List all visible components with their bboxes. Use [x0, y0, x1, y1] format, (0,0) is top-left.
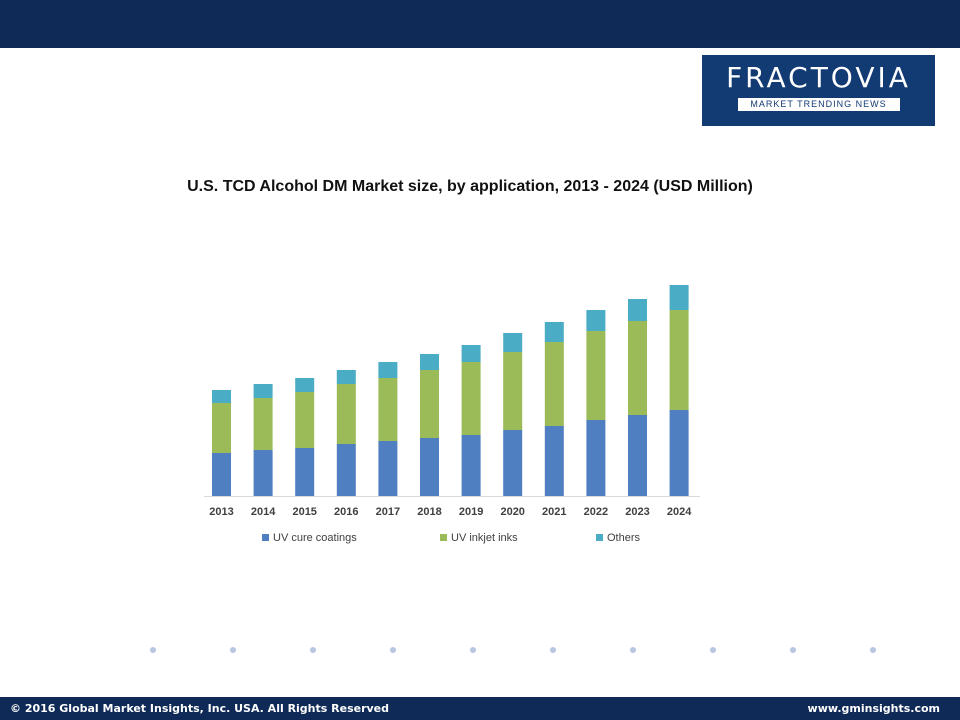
bar-segment-uv-inkjet-inks — [336, 384, 356, 444]
bar-segment-uv-cure-coatings — [461, 435, 481, 496]
bar-segment-others — [544, 322, 564, 342]
bar-segment-uv-cure-coatings — [628, 415, 647, 496]
footer-bar: © 2016 Global Market Insights, Inc. USA.… — [0, 697, 960, 720]
bar-segment-uv-cure-coatings — [503, 430, 523, 496]
x-tick-label: 2015 — [292, 506, 316, 518]
bar-segment-uv-cure-coatings — [586, 420, 606, 496]
legend-label: UV cure coatings — [273, 532, 357, 544]
fractovia-logo: FRACTOVIA MARKET TRENDING NEWS — [702, 55, 935, 126]
bar-segment-uv-inkjet-inks — [253, 398, 273, 450]
bar-segment-others — [628, 299, 647, 321]
bar-segment-uv-inkjet-inks — [461, 362, 481, 435]
bar-segment-uv-inkjet-inks — [378, 378, 398, 441]
bar-segment-uv-inkjet-inks — [544, 342, 564, 426]
bar-segment-others — [295, 378, 315, 392]
logo-name: FRACTOVIA — [726, 61, 911, 94]
bar-segment-uv-inkjet-inks — [669, 310, 689, 410]
bar-segment-uv-cure-coatings — [253, 450, 273, 496]
bar-segment-uv-cure-coatings — [420, 438, 439, 496]
website-link[interactable]: www.gminsights.com — [807, 702, 940, 715]
copyright-text: © 2016 Global Market Insights, Inc. USA.… — [10, 702, 390, 715]
bar-segment-uv-inkjet-inks — [586, 331, 606, 420]
bar-segment-uv-inkjet-inks — [295, 392, 315, 448]
bar-segment-uv-inkjet-inks — [628, 321, 647, 415]
bar-segment-uv-inkjet-inks — [420, 370, 439, 438]
bar-segment-others — [420, 354, 439, 370]
chart-title: U.S. TCD Alcohol DM Market size, by appl… — [187, 178, 753, 195]
legend-swatch — [262, 534, 269, 541]
bar-segment-uv-cure-coatings — [544, 426, 564, 496]
legend-swatch — [596, 534, 603, 541]
bar-segment-others — [253, 384, 273, 398]
legend-label: Others — [607, 532, 641, 544]
bar-segment-others — [503, 333, 523, 352]
bar-segment-uv-cure-coatings — [669, 410, 689, 496]
bar-segment-others — [336, 370, 356, 384]
logo-tagline: MARKET TRENDING NEWS — [737, 98, 900, 111]
x-tick-label: 2013 — [209, 506, 233, 518]
x-tick-label: 2018 — [417, 506, 441, 518]
x-tick-label: 2017 — [376, 506, 400, 518]
bar-segment-uv-inkjet-inks — [503, 352, 523, 430]
x-tick-label: 2023 — [625, 506, 649, 518]
bar-segment-uv-cure-coatings — [295, 448, 315, 496]
x-tick-label: 2019 — [459, 506, 483, 518]
legend-swatch — [440, 534, 447, 541]
x-tick-label: 2020 — [500, 506, 524, 518]
legend-label: UV inkjet inks — [451, 532, 518, 544]
bar-segment-uv-cure-coatings — [378, 441, 398, 496]
bar-segment-uv-cure-coatings — [212, 453, 231, 496]
x-tick-label: 2024 — [667, 506, 692, 518]
bar-segment-others — [586, 310, 606, 331]
bar-segment-uv-inkjet-inks — [212, 403, 231, 453]
bar-segment-others — [669, 285, 689, 310]
x-tick-label: 2016 — [334, 506, 358, 518]
x-tick-label: 2022 — [584, 506, 608, 518]
bar-segment-others — [212, 390, 231, 403]
x-tick-label: 2014 — [251, 506, 276, 518]
bar-segment-others — [378, 362, 398, 378]
bar-segment-others — [461, 345, 481, 362]
x-tick-label: 2021 — [542, 506, 566, 518]
header-bar — [0, 0, 960, 48]
bar-segment-uv-cure-coatings — [336, 444, 356, 496]
